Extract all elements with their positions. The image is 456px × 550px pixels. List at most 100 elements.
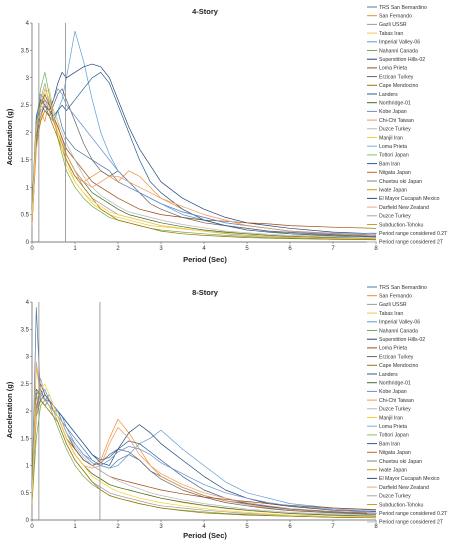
legend-entry: Kobe Japan [379, 109, 407, 115]
chart-8-story: 8-Story Acceleration (g) Period (Sec) 0 1… [5, 288, 378, 540]
legend-entry: Chi-Chi Taiwan [379, 118, 414, 124]
series-line [31, 99, 377, 236]
x-tick-label: 2 [116, 524, 120, 530]
series-line [31, 110, 377, 241]
legend-entry: Tottori Japan [379, 433, 409, 439]
x-tick-label: 4 [202, 246, 206, 252]
y-tick-label: 1.5 [21, 158, 30, 164]
y-tick-label: 3.5 [21, 48, 30, 54]
plot-area: 0 1 2 3 4 5 6 7 8 0 0.5 1 1.5 2 2.5 3 3.5 4 [21, 21, 379, 252]
x-tick-label: 0 [30, 246, 34, 252]
series-line [31, 63, 377, 235]
y-tick-label: 0.5 [21, 213, 30, 219]
x-tick-label: 6 [288, 246, 292, 252]
legend-entry: Imperial Valley-06 [379, 320, 420, 326]
legend-entry: Loma Prieta [379, 144, 407, 150]
series-line [31, 377, 377, 518]
y-tick-label: 0.5 [21, 491, 30, 497]
legend-entry: Loma Prieta [379, 424, 407, 430]
legend-entry: Period range considered 2T [379, 520, 444, 526]
y-tick-label: 1 [26, 464, 30, 470]
y-tick-label: 2.5 [21, 103, 30, 109]
legend-entry: Cape Mendocino [379, 363, 418, 369]
legend-entry: Chi-Chi Taiwan [379, 398, 414, 404]
chart-title: 8-Story [192, 288, 219, 297]
legend-entry: Subduction-Tohoku [379, 222, 424, 228]
x-tick-label: 7 [331, 524, 335, 530]
x-tick-label: 1 [73, 524, 77, 530]
y-tick-label: 2.5 [21, 382, 30, 388]
legend-entry: Landers [379, 372, 398, 378]
series-line [31, 99, 377, 237]
legend-entry: Darfield New Zealand [379, 485, 429, 491]
y-tick-label: 3 [26, 355, 30, 361]
legend-entry: El Mayor Cucapah Mexico [379, 196, 440, 202]
legend-entry: Niigata Japan [379, 170, 411, 176]
series-line [31, 367, 377, 517]
y-tick-label: 1.5 [21, 436, 30, 442]
x-tick-label: 6 [288, 524, 292, 530]
legend-entry: Cape Mendocino [379, 83, 418, 89]
legend-entry: Duzce Turkey [379, 494, 411, 500]
y-tick-label: 2 [26, 409, 30, 415]
x-tick-label: 1 [73, 246, 77, 252]
chart-4-story: 4-Story Acceleration (g) Period (Sec) 0 1… [5, 7, 378, 264]
series-line [31, 88, 377, 240]
x-tick-label: 3 [159, 524, 163, 530]
y-tick-label: 2 [26, 131, 30, 137]
y-tick-label: 3.5 [21, 327, 30, 333]
chart-title: 4-Story [192, 7, 219, 16]
legend-entry: Loma Prieta [379, 346, 407, 352]
series-line [31, 82, 377, 240]
series-line [31, 99, 377, 240]
legend-entry: Tabas Iran [379, 31, 403, 37]
series-line [31, 388, 377, 515]
legend-entry: Gazli USSR [379, 22, 407, 28]
x-tick-label: 8 [374, 524, 378, 530]
legend-entry: Northridge-01 [379, 101, 411, 107]
series-line [31, 394, 377, 516]
legend-entry: Loma Prieta [379, 66, 407, 72]
legend-entry: Chuetsu oki Japan [379, 179, 422, 185]
series-line [31, 93, 377, 229]
legend-entry: Imperial Valley-06 [379, 40, 420, 46]
legend-entry: Iwate Japan [379, 188, 407, 194]
x-tick-label: 3 [159, 246, 163, 252]
legend-entry: TRS San Bernardino [379, 285, 427, 291]
legend-entry: Superstition Hills-02 [379, 337, 425, 343]
legend-entry: Landers [379, 92, 398, 98]
series-line [31, 88, 377, 240]
series-line [31, 394, 377, 510]
series-line [31, 399, 377, 519]
series-line [31, 394, 377, 513]
x-tick-label: 4 [202, 524, 206, 530]
y-axis-label: Acceleration (g) [5, 381, 14, 438]
legend-entry: San Fernando [379, 14, 412, 20]
legend-entry: Darfield New Zealand [379, 205, 429, 211]
legend-entry: Niigata Japan [379, 450, 411, 456]
legend-4-story: TRS San Bernardino San Fernando Gazli USSR… [367, 5, 448, 246]
legend-entry: Chuetsu oki Japan [379, 459, 422, 465]
legend-entry: Manjil Iran [379, 415, 403, 421]
series-line [31, 399, 377, 519]
series-line [31, 383, 377, 518]
legend-entry: Bam Iran [379, 441, 400, 447]
x-tick-label: 5 [245, 524, 249, 530]
legend-entry: Nahanni Canada [379, 48, 418, 54]
x-axis-label: Period (Sec) [183, 531, 227, 540]
legend-entry: Superstition Hills-02 [379, 57, 425, 63]
x-tick-label: 0 [30, 524, 34, 530]
legend-entry: Subduction-Tohoku [379, 502, 424, 508]
x-tick-label: 7 [331, 246, 335, 252]
legend-entry: Duzce Turkey [379, 407, 411, 413]
legend-entry: Tabas Iran [379, 311, 403, 317]
x-tick-label: 8 [374, 246, 378, 252]
series-line [31, 30, 377, 236]
legend-entry: Duzce Turkey [379, 214, 411, 220]
x-tick-label: 2 [116, 246, 120, 252]
y-tick-label: 4 [26, 300, 30, 306]
legend-entry: Period range considered 2T [379, 240, 444, 246]
series-line [31, 71, 377, 241]
y-axis-label: Acceleration (g) [5, 108, 14, 165]
legend-entry: Erzican Turkey [379, 354, 414, 360]
